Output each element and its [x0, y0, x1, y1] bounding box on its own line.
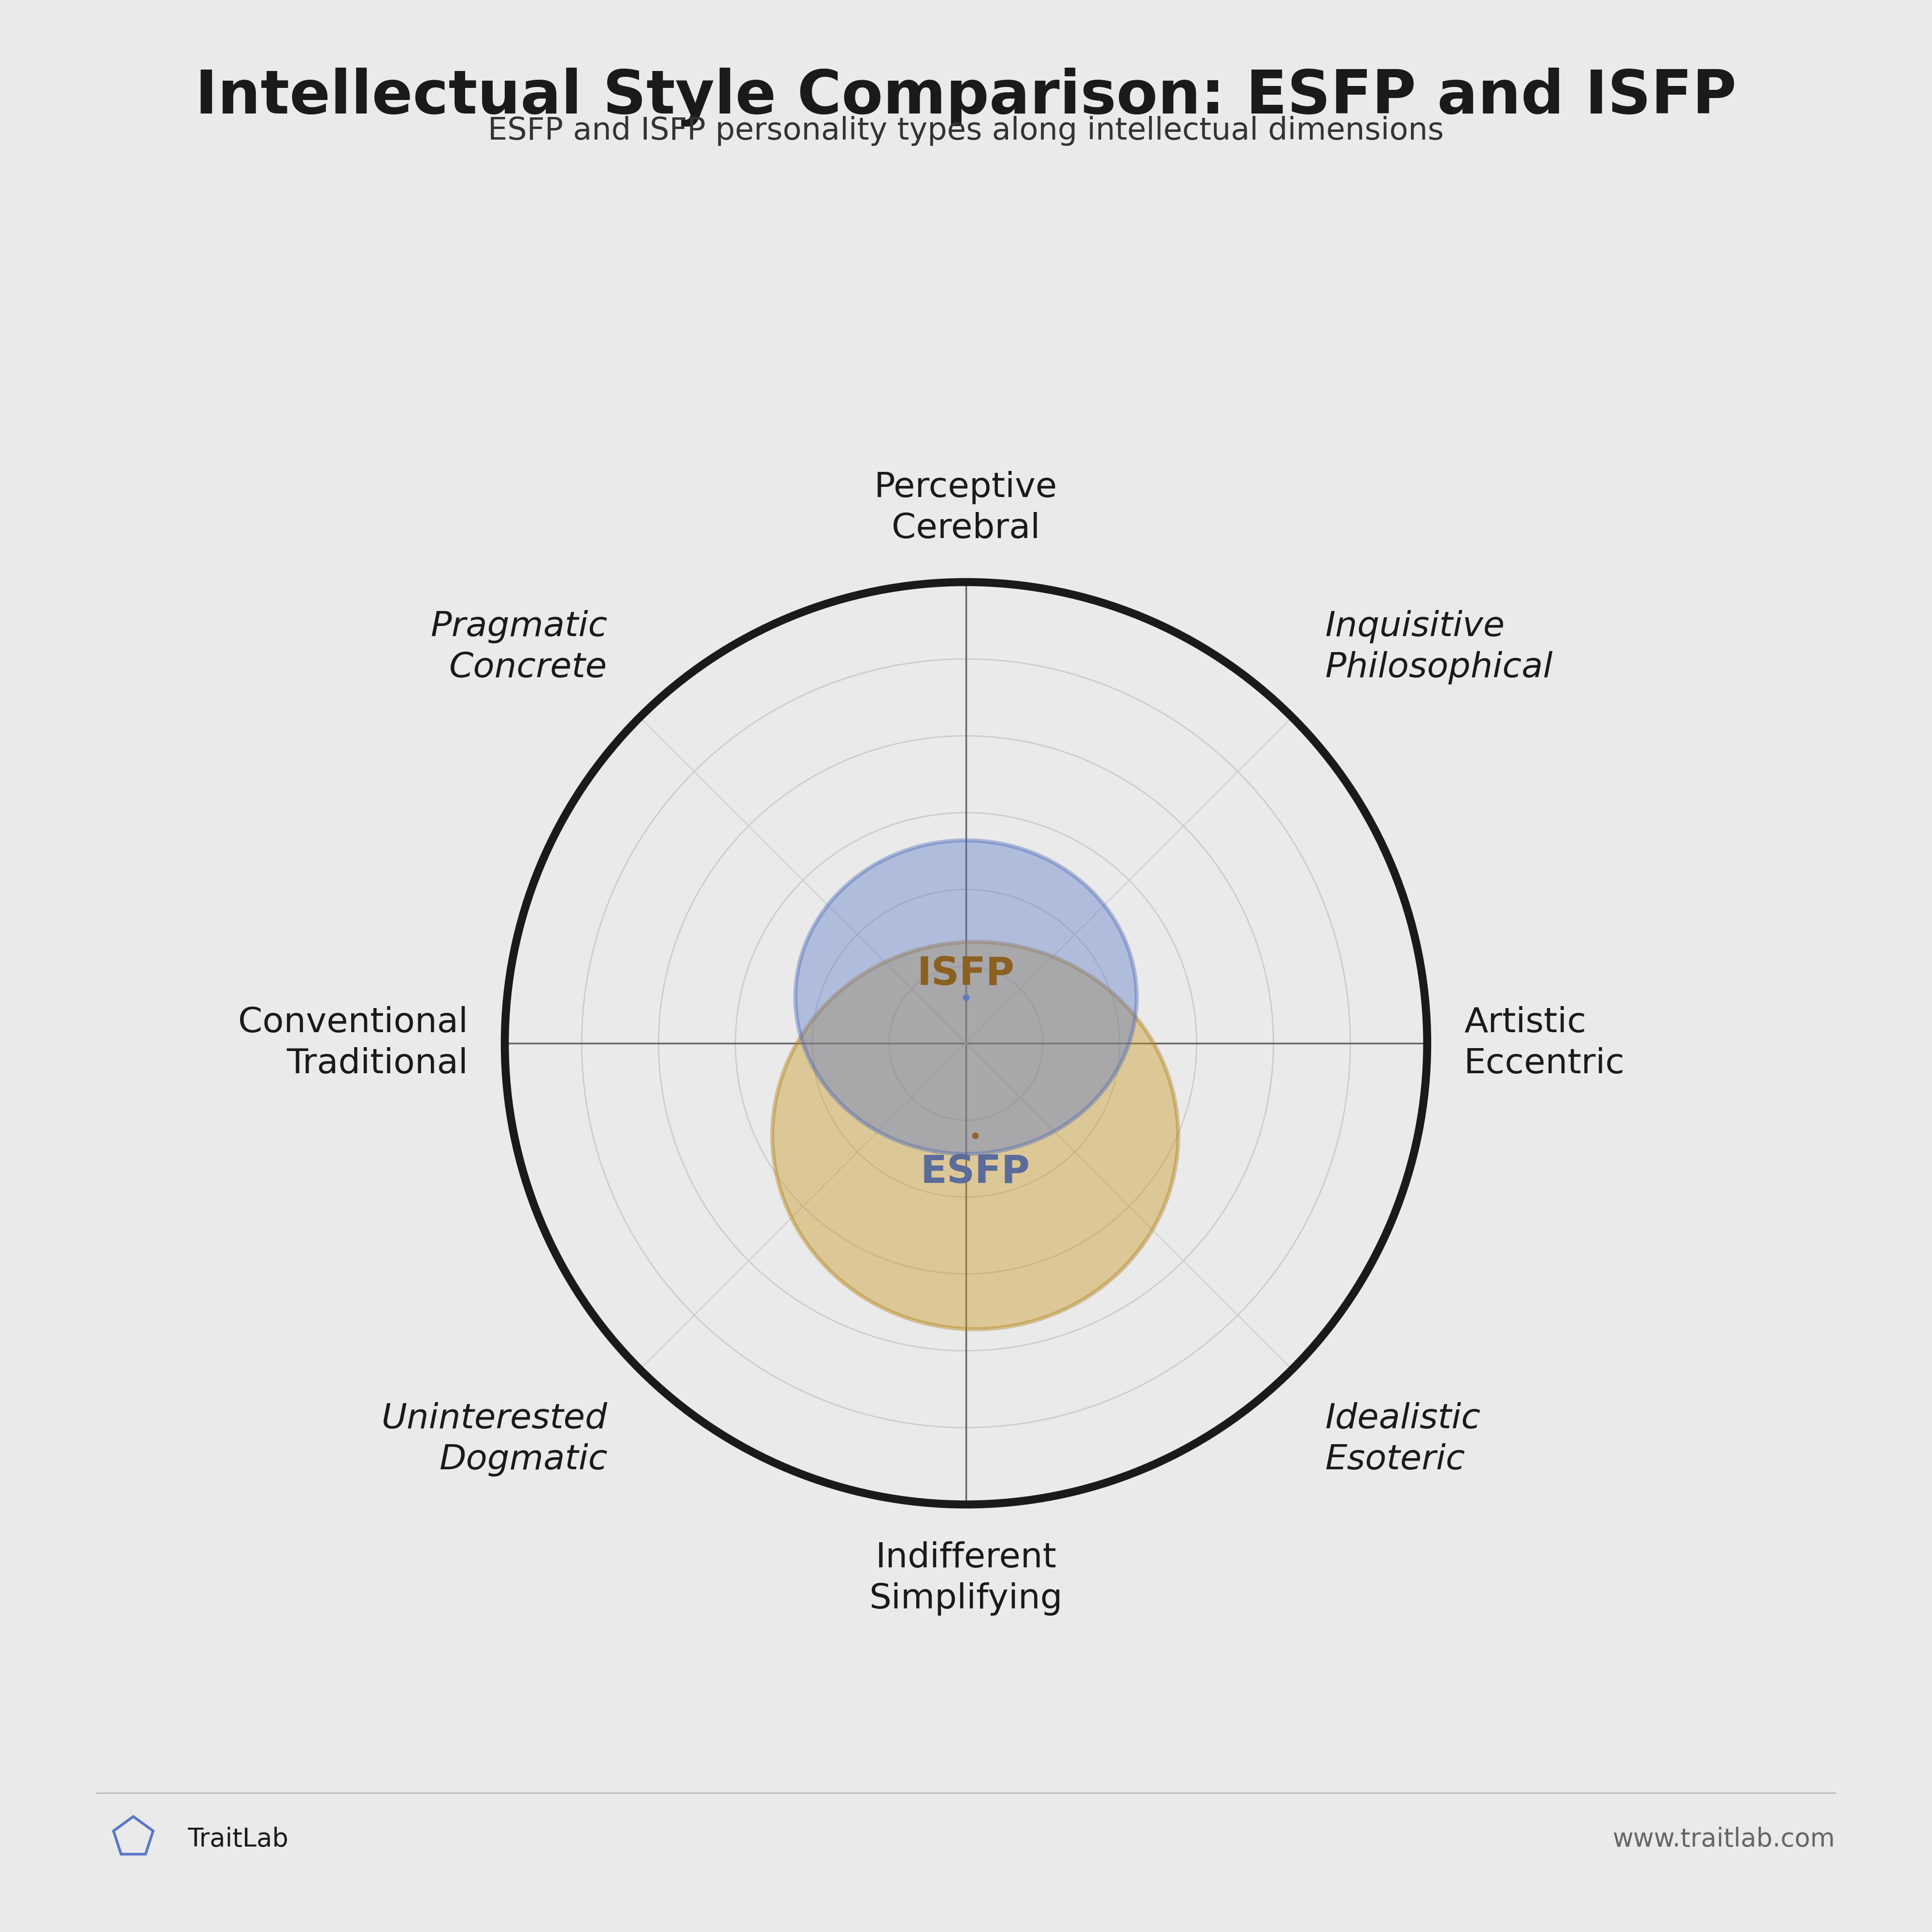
Point	[951, 981, 981, 1012]
Text: Intellectual Style Comparison: ESFP and ISFP: Intellectual Style Comparison: ESFP and …	[195, 68, 1737, 128]
Text: Idealistic
Esoteric: Idealistic Esoteric	[1325, 1403, 1480, 1476]
Ellipse shape	[773, 941, 1179, 1329]
Text: ESFP: ESFP	[920, 1153, 1030, 1192]
Text: www.traitlab.com: www.traitlab.com	[1613, 1828, 1835, 1851]
Text: Perceptive
Cerebral: Perceptive Cerebral	[875, 471, 1057, 545]
Ellipse shape	[796, 840, 1136, 1153]
Text: Indifferent
Simplifying: Indifferent Simplifying	[869, 1542, 1063, 1615]
Text: Artistic
Eccentric: Artistic Eccentric	[1464, 1007, 1625, 1080]
Point	[960, 1121, 991, 1151]
Text: ISFP: ISFP	[918, 954, 1014, 993]
Text: ESFP and ISFP personality types along intellectual dimensions: ESFP and ISFP personality types along in…	[489, 116, 1443, 147]
Text: Uninterested
Dogmatic: Uninterested Dogmatic	[381, 1403, 607, 1476]
Text: TraitLab: TraitLab	[187, 1828, 288, 1851]
Text: Pragmatic
Concrete: Pragmatic Concrete	[431, 611, 607, 684]
Text: Inquisitive
Philosophical: Inquisitive Philosophical	[1325, 611, 1553, 684]
Text: Conventional
Traditional: Conventional Traditional	[238, 1007, 468, 1080]
